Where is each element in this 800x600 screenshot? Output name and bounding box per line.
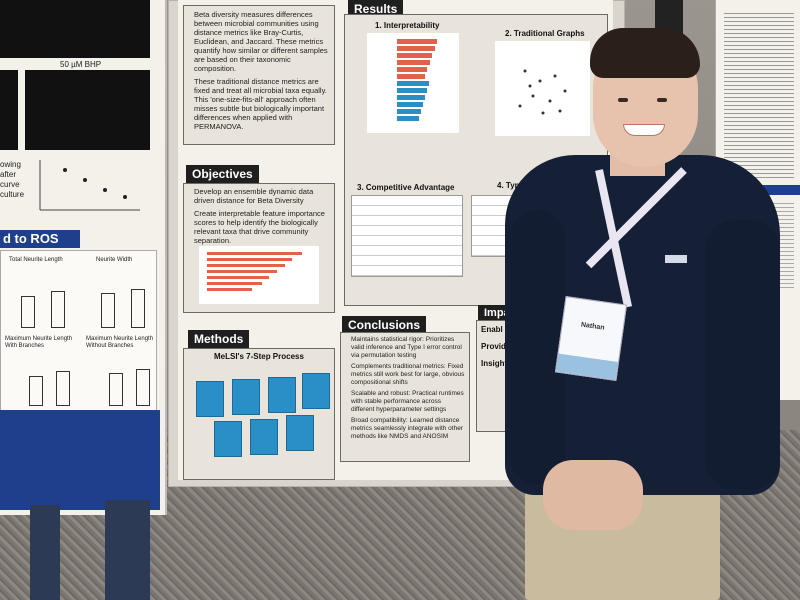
charts-panel: Total Neurite Length Neurite Width Maxim…: [0, 250, 157, 417]
step-box: [196, 381, 224, 417]
objective-2: Create interpretable feature importance …: [194, 209, 325, 245]
results-table: [351, 195, 463, 277]
eye: [657, 98, 667, 102]
conclusion-2: Complements traditional metrics: Fixed m…: [351, 363, 465, 386]
step-box: [286, 415, 314, 451]
microscopy-caption: 50 µM BHP: [60, 60, 102, 69]
side-word: after: [0, 170, 17, 179]
person: Nathan: [505, 20, 795, 600]
side-text: owing after curve culture: [0, 160, 30, 200]
microscopy-image: [0, 70, 18, 150]
objectives-section: Develop an ensemble dynamic data driven …: [183, 183, 335, 313]
chart-title: Maximum Neurite Length Without Branches: [86, 336, 154, 349]
impact-item: Enabl: [481, 325, 503, 334]
step-box: [302, 373, 330, 409]
conclusions-section: Maintains statistical rigor: Prioritizes…: [340, 332, 470, 462]
results-header: Results: [348, 0, 404, 18]
hair: [590, 28, 700, 78]
badge-name: Nathan: [580, 321, 605, 332]
bar: [51, 291, 65, 328]
objective-1: Develop an ensemble dynamic data driven …: [194, 187, 314, 205]
traditional-graph: [495, 41, 590, 136]
step-box: [214, 421, 242, 457]
side-word: owing: [0, 160, 21, 169]
interpretability-chart: [367, 33, 459, 133]
eye: [618, 98, 628, 102]
result-competitive-advantage: 3. Competitive Advantage: [357, 183, 455, 192]
hands: [543, 460, 643, 530]
left-poster: 50 µM BHP owing after curve culture d to…: [0, 0, 167, 515]
conclusions-header: Conclusions: [342, 316, 427, 334]
beta-text-1: Beta diversity measures differences betw…: [194, 10, 328, 73]
impact-item: Provid: [481, 342, 506, 351]
methods-header: Methods: [188, 330, 250, 348]
conclusion-1: Maintains statistical rigor: Prioritizes…: [351, 336, 462, 359]
background-section: Beta diversity measures differences betw…: [183, 5, 335, 145]
scatter-plot: [39, 160, 140, 211]
step-box: [232, 379, 260, 415]
logo-patch: [665, 255, 687, 263]
step-box: [250, 419, 278, 455]
methods-subtitle: MeLSI's 7-Step Process: [214, 352, 304, 361]
beta-text-2: These traditional distance metrics are f…: [194, 77, 327, 131]
methods-section: MeLSI's 7-Step Process: [183, 348, 335, 480]
bar: [21, 296, 35, 328]
result-interpretability: 1. Interpretability: [375, 21, 440, 30]
microscopy-image: [25, 70, 150, 150]
arm: [705, 220, 780, 490]
ros-header: d to ROS: [0, 230, 80, 248]
conclusion-3: Scalable and robust: Practical runtimes …: [351, 390, 464, 413]
bar: [29, 376, 43, 406]
arm: [510, 210, 565, 485]
chart-title: Neurite Width: [96, 257, 133, 263]
smile: [623, 124, 665, 136]
acknowledgements-block: [0, 410, 160, 510]
chart-title: Total Neurite Length: [9, 257, 63, 263]
side-word: culture: [0, 190, 25, 199]
bar: [109, 373, 123, 406]
microscopy-image: [0, 0, 150, 58]
impact-item: Insight: [481, 359, 508, 368]
result-traditional-graphs: 2. Traditional Graphs: [505, 29, 585, 38]
ros-header-text: d to ROS: [3, 231, 59, 246]
objective-bar-chart: [199, 246, 319, 304]
objectives-header: Objectives: [186, 165, 259, 183]
bar: [131, 289, 145, 328]
bar: [56, 371, 70, 406]
person-legs-behind: [30, 505, 60, 600]
bar: [101, 293, 115, 328]
conclusion-4: Broad compatibility: Learned distance me…: [351, 417, 463, 440]
person-legs-behind: [105, 500, 150, 600]
step-box: [268, 377, 296, 413]
right-poster-text: [724, 10, 794, 180]
side-word: curve: [0, 180, 20, 189]
chart-title: Maximum Neurite Length With Branches: [5, 336, 73, 349]
bar: [136, 369, 150, 406]
name-badge: Nathan: [554, 296, 628, 381]
